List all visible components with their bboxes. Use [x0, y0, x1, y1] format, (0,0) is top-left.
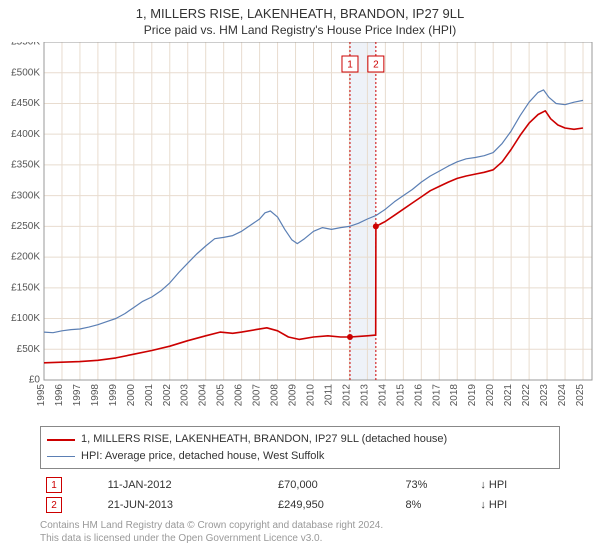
- event-pct: 8%: [399, 495, 474, 515]
- svg-text:2016: 2016: [413, 384, 424, 407]
- svg-text:2008: 2008: [270, 384, 281, 407]
- legend-label: HPI: Average price, detached house, West…: [81, 448, 324, 465]
- svg-text:2007: 2007: [252, 384, 263, 407]
- event-direction: ↓ HPI: [474, 475, 560, 495]
- svg-text:£550K: £550K: [11, 42, 40, 48]
- svg-text:2013: 2013: [359, 384, 370, 407]
- event-direction: ↓ HPI: [474, 495, 560, 515]
- legend-box: 1, MILLERS RISE, LAKENHEATH, BRANDON, IP…: [40, 426, 560, 469]
- svg-text:£200K: £200K: [11, 252, 40, 263]
- svg-text:2018: 2018: [449, 384, 460, 407]
- svg-text:1995: 1995: [36, 384, 47, 407]
- event-marker: 1: [46, 477, 62, 493]
- svg-text:£100K: £100K: [11, 314, 40, 325]
- event-marker: 2: [46, 497, 62, 513]
- event-price: £249,950: [272, 495, 399, 515]
- svg-text:2020: 2020: [485, 384, 496, 407]
- svg-text:£500K: £500K: [11, 68, 40, 79]
- chart-svg: £0 £50K £100K £150K £200K £250K £300K £350K £400…: [0, 42, 600, 422]
- event-pct: 73%: [399, 475, 474, 495]
- svg-text:2021: 2021: [503, 384, 514, 407]
- svg-text:2025: 2025: [575, 384, 586, 407]
- svg-text:£300K: £300K: [11, 191, 40, 202]
- legend-swatch: [47, 439, 75, 441]
- svg-text:2000: 2000: [126, 384, 137, 407]
- svg-text:2011: 2011: [323, 384, 334, 406]
- svg-text:1997: 1997: [72, 384, 83, 407]
- figure: 1, MILLERS RISE, LAKENHEATH, BRANDON, IP…: [0, 0, 600, 560]
- svg-text:2023: 2023: [539, 384, 550, 407]
- svg-text:1998: 1998: [90, 384, 101, 407]
- svg-text:£0: £0: [29, 375, 41, 386]
- credits-line-2: This data is licensed under the Open Gov…: [40, 532, 560, 545]
- svg-text:2022: 2022: [521, 384, 532, 407]
- svg-text:2001: 2001: [144, 384, 155, 407]
- event-date: 11-JAN-2012: [102, 475, 272, 495]
- credits-line-1: Contains HM Land Registry data © Crown c…: [40, 519, 560, 532]
- svg-text:2003: 2003: [180, 384, 191, 407]
- legend-label: 1, MILLERS RISE, LAKENHEATH, BRANDON, IP…: [81, 431, 447, 448]
- event-row: 2 21-JUN-2013£249,9508%↓ HPI: [40, 495, 560, 515]
- legend-row: 1, MILLERS RISE, LAKENHEATH, BRANDON, IP…: [47, 431, 553, 448]
- svg-text:1996: 1996: [54, 384, 65, 407]
- svg-text:£250K: £250K: [11, 221, 40, 232]
- bottom-panel: 1, MILLERS RISE, LAKENHEATH, BRANDON, IP…: [0, 422, 600, 545]
- svg-text:2017: 2017: [431, 384, 442, 407]
- svg-text:2009: 2009: [288, 384, 299, 407]
- svg-text:£400K: £400K: [11, 129, 40, 140]
- svg-text:£150K: £150K: [11, 283, 40, 294]
- svg-text:2005: 2005: [216, 384, 227, 407]
- svg-text:£350K: £350K: [11, 160, 40, 171]
- legend-swatch: [47, 456, 75, 457]
- svg-text:2015: 2015: [395, 384, 406, 407]
- svg-text:2019: 2019: [467, 384, 478, 407]
- events-table: 1 11-JAN-2012£70,00073%↓ HPI 2 21-JUN-2013£…: [40, 475, 560, 515]
- svg-text:2012: 2012: [341, 384, 352, 407]
- svg-text:1: 1: [347, 60, 353, 71]
- chart-subtitle: Price paid vs. HM Land Registry's House …: [0, 23, 600, 43]
- svg-text:1999: 1999: [108, 384, 119, 407]
- svg-text:2002: 2002: [162, 384, 173, 407]
- svg-text:2024: 2024: [557, 384, 568, 407]
- svg-text:£50K: £50K: [17, 344, 41, 355]
- chart-area: £0 £50K £100K £150K £200K £250K £300K £350K £400…: [0, 42, 600, 422]
- svg-text:2006: 2006: [234, 384, 245, 407]
- legend-row: HPI: Average price, detached house, West…: [47, 448, 553, 465]
- credits: Contains HM Land Registry data © Crown c…: [40, 519, 560, 545]
- svg-text:2010: 2010: [306, 384, 317, 407]
- event-date: 21-JUN-2013: [102, 495, 272, 515]
- chart-title: 1, MILLERS RISE, LAKENHEATH, BRANDON, IP…: [0, 0, 600, 23]
- event-row: 1 11-JAN-2012£70,00073%↓ HPI: [40, 475, 560, 495]
- svg-text:£450K: £450K: [11, 99, 40, 110]
- svg-text:2004: 2004: [198, 384, 209, 407]
- svg-text:2: 2: [373, 60, 379, 71]
- svg-text:2014: 2014: [377, 384, 388, 407]
- event-price: £70,000: [272, 475, 399, 495]
